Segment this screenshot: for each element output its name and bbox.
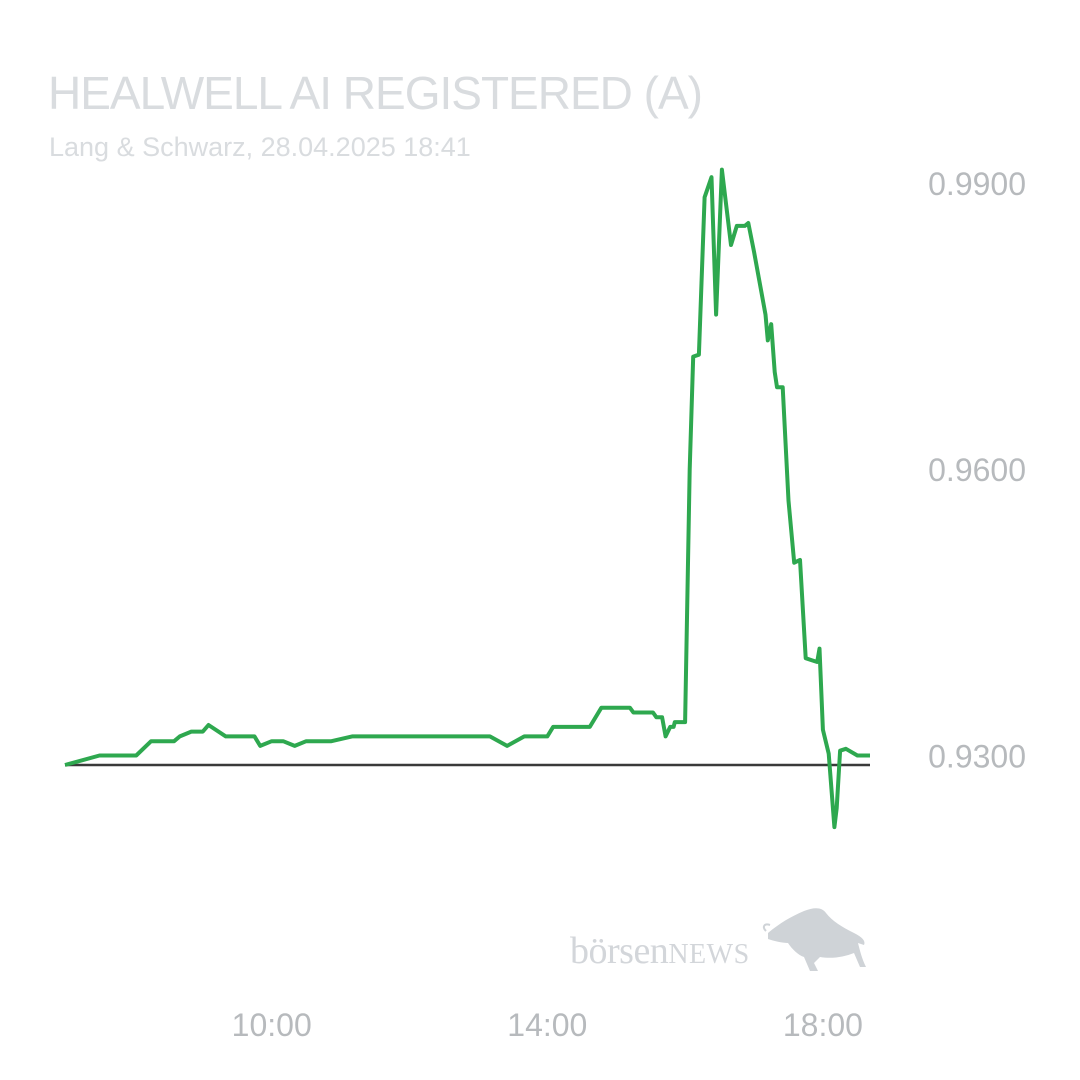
x-tick-label: 18:00 bbox=[783, 1007, 863, 1043]
y-tick-label: 0.9900 bbox=[928, 166, 1026, 202]
y-axis-ticks: 0.9900 0.9600 0.9300 bbox=[928, 166, 1026, 775]
chart-subtitle: Lang & Schwarz, 28.04.2025 18:41 bbox=[49, 132, 471, 162]
price-series-line bbox=[64, 167, 870, 830]
chart-title: HEALWELL AI REGISTERED (A) bbox=[48, 67, 703, 119]
bull-icon bbox=[762, 908, 866, 971]
y-tick-label: 0.9600 bbox=[928, 452, 1026, 488]
x-axis-ticks: 10:00 14:00 18:00 bbox=[232, 1007, 863, 1043]
watermark-text: börsenNEWS bbox=[570, 930, 750, 972]
x-tick-label: 10:00 bbox=[232, 1007, 312, 1043]
x-tick-label: 14:00 bbox=[507, 1007, 587, 1043]
y-tick-label: 0.9300 bbox=[928, 738, 1026, 774]
boersennews-watermark: börsenNEWS bbox=[568, 905, 878, 985]
